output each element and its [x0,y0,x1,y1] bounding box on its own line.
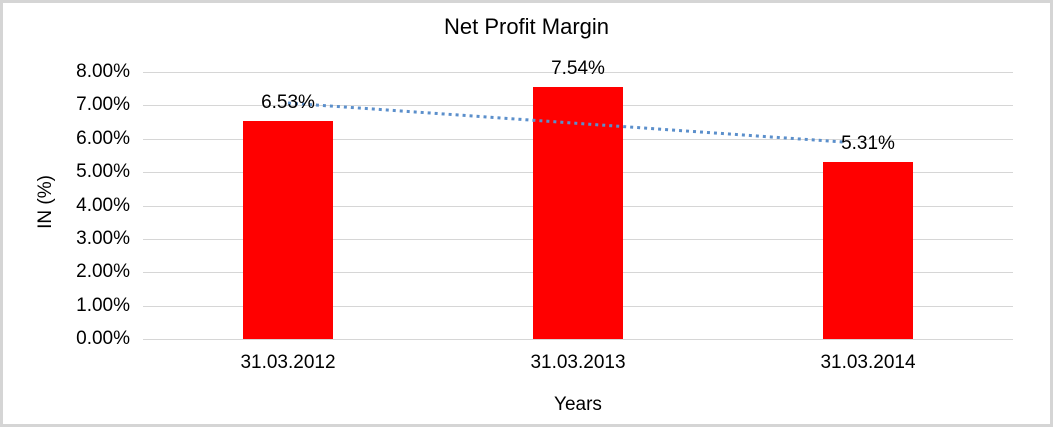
bar-data-label: 5.31% [841,133,895,154]
bar [823,162,913,339]
y-tick-label: 8.00% [76,61,130,82]
x-tick-label: 31.03.2012 [240,352,336,373]
x-axis-title: Years [554,394,602,415]
bar [243,121,333,339]
y-tick-label: 5.00% [76,161,130,182]
x-tick-label: 31.03.2013 [530,352,626,373]
bar-data-label: 7.54% [551,58,605,79]
y-tick-label: 2.00% [76,261,130,282]
chart-title: Net Profit Margin [443,14,610,39]
bar [533,87,623,339]
x-tick-label: 31.03.2014 [820,352,916,373]
y-tick-label: 3.00% [76,228,130,249]
y-tick-label: 4.00% [76,195,130,216]
bar-data-label: 6.53% [261,92,315,113]
y-tick-label: 7.00% [76,94,130,115]
y-tick-label: 6.00% [76,128,130,149]
gridline [143,339,1013,340]
gridline [143,72,1013,73]
y-tick-label: 1.00% [76,295,130,316]
y-tick-label: 0.00% [76,328,130,349]
